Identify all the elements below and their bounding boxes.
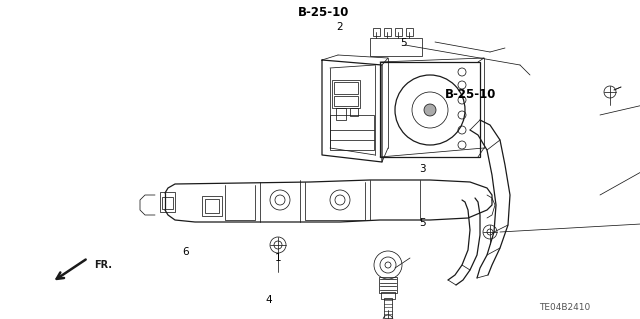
Circle shape [424, 104, 436, 116]
Bar [332, 80, 360, 108]
Bar [205, 199, 219, 213]
Text: B-25-10: B-25-10 [445, 88, 496, 100]
Text: FR.: FR. [94, 260, 112, 270]
Bar [384, 298, 392, 318]
Text: TE04B2410: TE04B2410 [540, 303, 591, 313]
Bar [330, 115, 374, 150]
Bar [406, 28, 413, 36]
Bar [370, 38, 422, 56]
Bar [373, 28, 380, 36]
Text: 4: 4 [266, 295, 272, 305]
Bar [160, 192, 175, 212]
Bar [350, 108, 358, 116]
Text: 2: 2 [336, 22, 342, 32]
Text: 5: 5 [419, 218, 426, 228]
Text: B-25-10: B-25-10 [298, 6, 349, 19]
Bar [162, 197, 173, 209]
Text: 5: 5 [400, 38, 406, 48]
Text: 1: 1 [275, 253, 282, 263]
Bar [336, 108, 346, 120]
Bar [381, 292, 395, 299]
Bar [380, 62, 480, 157]
Bar [395, 28, 402, 36]
Text: 3: 3 [419, 164, 426, 174]
Bar [334, 82, 358, 94]
Text: 6: 6 [182, 247, 189, 257]
Bar [384, 28, 391, 36]
Bar [334, 96, 358, 106]
Bar [379, 277, 397, 293]
Bar [202, 196, 222, 216]
